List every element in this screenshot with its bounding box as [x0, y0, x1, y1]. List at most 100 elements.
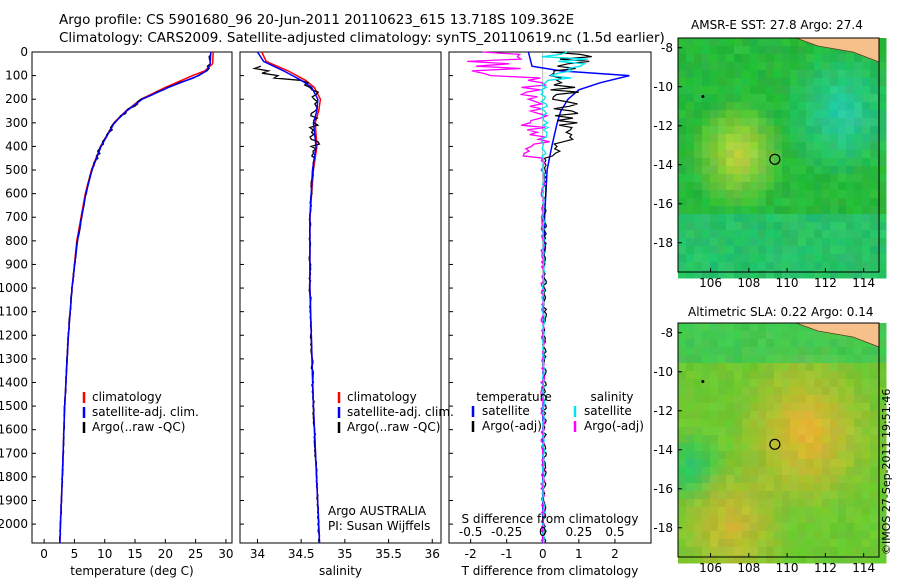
- map-cell: [766, 214, 775, 223]
- map-cell: [758, 507, 767, 516]
- map-cell: [846, 230, 855, 239]
- map-cell: [686, 46, 695, 55]
- map-cell: [822, 86, 831, 95]
- map-cell: [742, 62, 751, 71]
- sst-map: [678, 38, 887, 279]
- sst-map-title: AMSR-E SST: 27.8 Argo: 27.4: [691, 18, 863, 32]
- map-cell: [830, 70, 839, 79]
- map-cell: [726, 142, 735, 151]
- map-cell: [846, 222, 855, 231]
- map-cell: [822, 254, 831, 263]
- map-cell: [702, 323, 711, 332]
- map-cell: [790, 451, 799, 460]
- depth-tick-label: 400: [5, 139, 28, 153]
- map-cell: [822, 230, 831, 239]
- map-cell: [710, 483, 719, 492]
- map-cell: [830, 451, 839, 460]
- pi-annotation: PI: Susan Wijffels: [328, 519, 430, 533]
- map-cell: [774, 174, 783, 183]
- map-cell: [718, 238, 727, 247]
- map-cell: [830, 262, 839, 271]
- map-cell: [758, 254, 767, 263]
- salinity-diff-tick-label: -0.5: [459, 525, 482, 539]
- float-position-marker: [769, 153, 781, 165]
- map-cell: [774, 198, 783, 207]
- map-cell: [870, 515, 879, 524]
- map-cell: [830, 182, 839, 191]
- map-cell: [790, 246, 799, 255]
- map-cell: [870, 419, 879, 428]
- map-cell: [678, 190, 687, 199]
- map-cell: [766, 323, 775, 332]
- map-cell: [758, 270, 767, 279]
- difference-xlabel: T difference from climatology: [461, 564, 639, 578]
- map-cell: [862, 198, 871, 207]
- salinity-frame: [239, 51, 442, 544]
- map-cell: [798, 198, 807, 207]
- map-cell: [734, 475, 743, 484]
- map-cell: [726, 323, 735, 332]
- map-cell: [718, 118, 727, 127]
- map-cell: [870, 491, 879, 500]
- depth-tick-label: 1700: [0, 446, 28, 460]
- map-cell: [742, 150, 751, 159]
- map-cell: [870, 467, 879, 476]
- map-cell: [798, 238, 807, 247]
- map-cell: [870, 150, 879, 159]
- map-cell: [710, 451, 719, 460]
- map-cell: [742, 379, 751, 388]
- map-cell: [702, 555, 711, 564]
- map-cell: [718, 206, 727, 215]
- map-cell: [694, 174, 703, 183]
- map-cell: [710, 547, 719, 556]
- map-cell: [798, 54, 807, 63]
- map-cell: [750, 491, 759, 500]
- map-cell: [846, 483, 855, 492]
- map-cell: [822, 355, 831, 364]
- map-cell: [790, 182, 799, 191]
- map-cell: [830, 270, 839, 279]
- map-cell: [798, 134, 807, 143]
- map-cell: [846, 198, 855, 207]
- map-cell: [742, 238, 751, 247]
- map-cell: [798, 491, 807, 500]
- map-cell: [734, 355, 743, 364]
- map-cell: [694, 339, 703, 348]
- map-cell: [710, 475, 719, 484]
- map-cell: [678, 70, 687, 79]
- map-ytick-label: -18: [653, 521, 673, 535]
- map-cell: [750, 475, 759, 484]
- map-cell: [862, 387, 871, 396]
- map-cell: [766, 395, 775, 404]
- argo-temperature-line: [58, 51, 212, 544]
- map-cell: [678, 515, 687, 524]
- map-cell: [702, 262, 711, 271]
- map-cell: [734, 182, 743, 191]
- map-cell: [854, 419, 863, 428]
- map-cell: [686, 363, 695, 372]
- map-cell: [702, 395, 711, 404]
- map-cell: [870, 198, 879, 207]
- map-cell: [726, 347, 735, 356]
- map-cell: [702, 94, 711, 103]
- map-cell: [878, 435, 887, 444]
- map-cell: [862, 254, 871, 263]
- map-cell: [750, 166, 759, 175]
- map-cell: [782, 347, 791, 356]
- map-cell: [734, 46, 743, 55]
- map-cell: [686, 371, 695, 380]
- map-cell: [846, 102, 855, 111]
- map-cell: [838, 451, 847, 460]
- map-cell: [878, 411, 887, 420]
- map-cell: [686, 539, 695, 548]
- map-cell: [870, 110, 879, 119]
- map-cell: [822, 555, 831, 564]
- map-cell: [702, 451, 711, 460]
- map-cell: [822, 435, 831, 444]
- map-cell: [782, 363, 791, 372]
- map-cell: [686, 467, 695, 476]
- map-cell: [678, 182, 687, 191]
- map-cell: [846, 427, 855, 436]
- map-cell: [710, 323, 719, 332]
- map-cell: [798, 110, 807, 119]
